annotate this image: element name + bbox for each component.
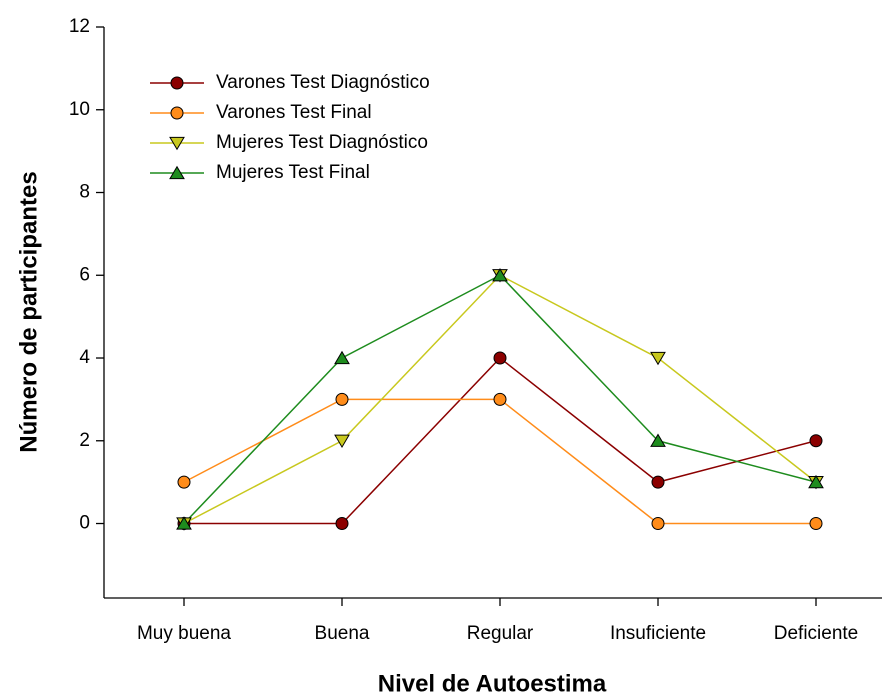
data-point bbox=[651, 517, 665, 531]
y-axis-title: Número de participantes bbox=[15, 171, 42, 452]
legend-label: Mujeres Test Final bbox=[216, 162, 370, 183]
legend-marker bbox=[169, 136, 185, 151]
data-point bbox=[335, 517, 349, 531]
legend-marker bbox=[170, 76, 184, 90]
y-tick-label: 12 bbox=[69, 16, 90, 37]
legend-marker bbox=[169, 165, 185, 180]
series-line bbox=[183, 398, 816, 525]
data-point bbox=[176, 516, 192, 530]
data-point bbox=[650, 351, 666, 366]
series-line bbox=[184, 357, 817, 525]
x-tick-label: Deficiente bbox=[774, 623, 859, 644]
x-axis-title: Nivel de Autoestima bbox=[378, 670, 607, 697]
data-point bbox=[177, 475, 191, 489]
y-tick-label: 4 bbox=[79, 347, 90, 368]
data-point bbox=[650, 433, 666, 447]
data-point bbox=[492, 267, 508, 282]
legend-label: Varones Test Final bbox=[216, 102, 372, 123]
x-tick-label: Insuficiente bbox=[610, 623, 706, 644]
y-tick-label: 0 bbox=[79, 513, 90, 534]
data-point bbox=[493, 392, 507, 406]
y-tick-label: 6 bbox=[79, 264, 90, 285]
x-tick-label: Buena bbox=[315, 623, 370, 644]
y-tick-label: 8 bbox=[79, 182, 90, 203]
data-point bbox=[493, 351, 507, 365]
data-point bbox=[335, 392, 349, 406]
legend-label: Varones Test Diagnóstico bbox=[216, 72, 430, 93]
y-tick-label: 2 bbox=[79, 430, 90, 451]
data-point bbox=[334, 350, 350, 365]
y-tick-label: 10 bbox=[69, 99, 90, 120]
legend-label: Mujeres Test Diagnóstico bbox=[216, 132, 428, 153]
legend-marker bbox=[170, 106, 184, 120]
data-point bbox=[809, 434, 823, 448]
data-point bbox=[809, 517, 823, 531]
data-point bbox=[651, 475, 665, 489]
x-tick-label: Muy buena bbox=[137, 623, 231, 644]
x-tick-label: Regular bbox=[467, 623, 534, 644]
data-point bbox=[808, 474, 824, 489]
data-point bbox=[334, 434, 350, 449]
